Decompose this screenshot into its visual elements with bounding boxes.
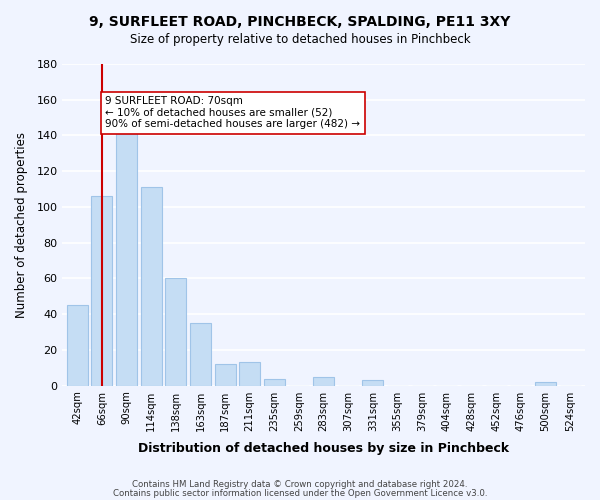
Bar <box>190 323 211 386</box>
Bar <box>165 278 186 386</box>
Bar <box>67 305 88 386</box>
Text: Contains public sector information licensed under the Open Government Licence v3: Contains public sector information licen… <box>113 488 487 498</box>
Bar <box>91 196 112 386</box>
Bar <box>313 376 334 386</box>
Bar <box>215 364 236 386</box>
Bar <box>535 382 556 386</box>
Text: 9, SURFLEET ROAD, PINCHBECK, SPALDING, PE11 3XY: 9, SURFLEET ROAD, PINCHBECK, SPALDING, P… <box>89 15 511 29</box>
X-axis label: Distribution of detached houses by size in Pinchbeck: Distribution of detached houses by size … <box>138 442 509 455</box>
Bar <box>239 362 260 386</box>
Bar <box>264 378 285 386</box>
Text: Size of property relative to detached houses in Pinchbeck: Size of property relative to detached ho… <box>130 32 470 46</box>
Text: 9 SURFLEET ROAD: 70sqm
← 10% of detached houses are smaller (52)
90% of semi-det: 9 SURFLEET ROAD: 70sqm ← 10% of detached… <box>106 96 361 130</box>
Bar <box>116 128 137 386</box>
Text: Contains HM Land Registry data © Crown copyright and database right 2024.: Contains HM Land Registry data © Crown c… <box>132 480 468 489</box>
Bar <box>140 188 161 386</box>
Bar <box>362 380 383 386</box>
Y-axis label: Number of detached properties: Number of detached properties <box>15 132 28 318</box>
